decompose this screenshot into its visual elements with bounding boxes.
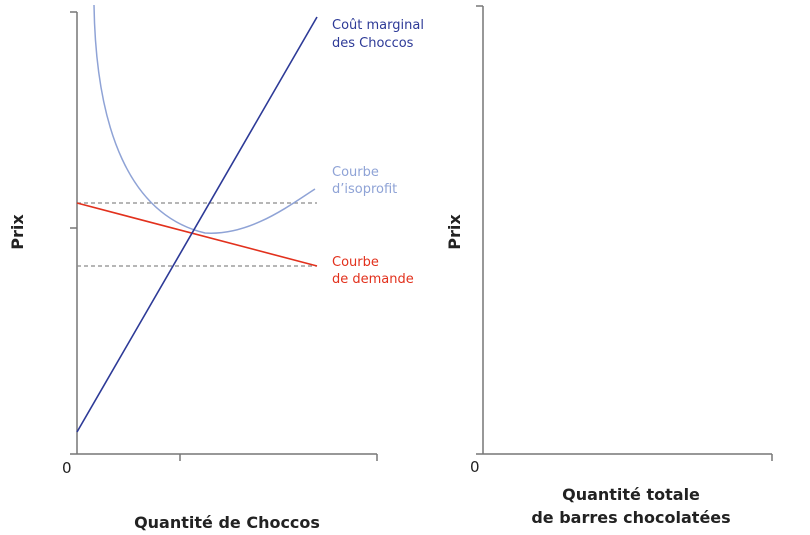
marginal-cost-label-line2: des Choccos (332, 36, 414, 51)
demand-label-line2: de demande (332, 272, 414, 287)
right-panel: 0 Prix Quantité totale de barres chocola… (445, 5, 773, 527)
right-x-axis-label-line2: de barres chocolatées (531, 508, 730, 527)
isoprofit-label-line1: Courbe (332, 165, 379, 180)
right-x-axis-label-line1: Quantité totale (562, 485, 700, 504)
isoprofit-curve (93, 4, 316, 234)
demand-curve (76, 202, 318, 267)
marginal-cost-curve (76, 16, 318, 433)
demand-label-line1: Courbe (332, 255, 379, 270)
right-origin-label: 0 (470, 458, 480, 476)
isoprofit-label-line2: d’isoprofit (332, 182, 397, 197)
marginal-cost-label-line1: Coût marginal (332, 18, 424, 33)
left-origin-label: 0 (62, 459, 72, 477)
left-panel: Coût marginal des Choccos Courbe d’isopr… (8, 4, 424, 532)
right-y-axis-label: Prix (445, 214, 464, 250)
left-y-axis-label: Prix (8, 214, 27, 250)
left-x-axis-label: Quantité de Choccos (134, 513, 320, 532)
